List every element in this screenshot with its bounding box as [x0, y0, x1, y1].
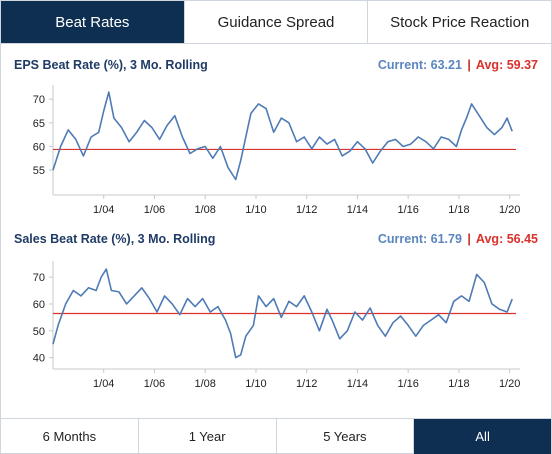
eps-x-tick-label: 1/06 [144, 204, 165, 216]
eps-x-tick-label: 1/16 [397, 204, 418, 216]
eps-x-tick-label: 1/08 [195, 204, 216, 216]
sales-x-tick-label: 1/16 [397, 378, 418, 390]
sales-x-tick-label: 1/18 [448, 378, 469, 390]
sales-y-tick-label: 50 [33, 326, 45, 338]
eps-series-line [52, 91, 513, 181]
eps-x-tick-label: 1/18 [448, 204, 469, 216]
eps-x-tick-label: 1/10 [245, 204, 266, 216]
tab-beat-rates[interactable]: Beat Rates [1, 1, 184, 43]
sales-average-value: Avg: 56.45 [475, 232, 538, 246]
eps-x-tick-label: 1/14 [347, 204, 368, 216]
sales-chart-title: Sales Beat Rate (%), 3 Mo. Rolling [14, 232, 216, 246]
sales-x-tick-label: 1/08 [195, 378, 216, 390]
tab-guidance-spread[interactable]: Guidance Spread [183, 1, 368, 43]
range-all-button[interactable]: All [413, 419, 551, 454]
range-5-years-button[interactable]: 5 Years [275, 419, 414, 454]
eps-y-tick-label: 55 [33, 165, 45, 177]
range-6-months-button[interactable]: 6 Months [42, 429, 97, 444]
sales-chart-stats: Current: 61.79 | Avg: 56.45 [378, 232, 538, 246]
eps-beat-rate-chart: 55 60 65 70 1/04 1/06 1/08 1/10 1/12 1/14 1/16 1/18… [33, 85, 520, 216]
eps-y-tick-label: 70 [33, 94, 45, 106]
eps-x-tick-label: 1/04 [93, 204, 114, 216]
sales-x-tick-label: 1/04 [93, 378, 114, 390]
eps-current-value: Current: 63.21 [377, 58, 462, 72]
sales-x-tick-label: 1/20 [499, 378, 520, 390]
sales-series-line [52, 268, 513, 359]
sales-x-tick-label: 1/12 [296, 378, 317, 390]
sales-current-value: Current: 61.79 [377, 232, 462, 246]
eps-chart-header: EPS Beat Rate (%), 3 Mo. Rolling Current… [14, 58, 538, 74]
eps-average-value: Avg: 59.37 [475, 58, 538, 72]
time-range-bar: 6 Months 1 Year 5 Years All [1, 418, 551, 454]
range-1-year-button[interactable]: 1 Year [137, 419, 276, 454]
eps-stat-separator: | [467, 58, 471, 72]
sales-y-tick-label: 40 [33, 353, 45, 365]
eps-x-tick-label: 1/12 [296, 204, 317, 216]
eps-y-tick-label: 60 [33, 141, 45, 153]
sales-x-tick-label: 1/14 [347, 378, 368, 390]
sales-y-tick-label: 60 [33, 299, 45, 311]
tab-stock-price-reaction[interactable]: Stock Price Reaction [367, 1, 551, 43]
eps-chart-title: EPS Beat Rate (%), 3 Mo. Rolling [14, 58, 208, 72]
eps-y-tick-label: 65 [33, 118, 45, 130]
sales-x-tick-label: 1/06 [144, 378, 165, 390]
sales-stat-separator: | [467, 232, 471, 246]
sales-chart-header: Sales Beat Rate (%), 3 Mo. Rolling Curre… [14, 232, 538, 248]
sales-x-tick-label: 1/10 [245, 378, 266, 390]
eps-chart-stats: Current: 63.21 | Avg: 59.37 [378, 58, 538, 72]
tab-bar: Beat Rates Guidance Spread Stock Price R… [1, 1, 551, 44]
sales-beat-rate-chart: 40 50 60 70 1/04 1/06 1/08 1/10 1/12 1/14 1/16 1/18… [33, 261, 520, 390]
eps-x-tick-label: 1/20 [499, 204, 520, 216]
sales-y-tick-label: 70 [33, 272, 45, 284]
